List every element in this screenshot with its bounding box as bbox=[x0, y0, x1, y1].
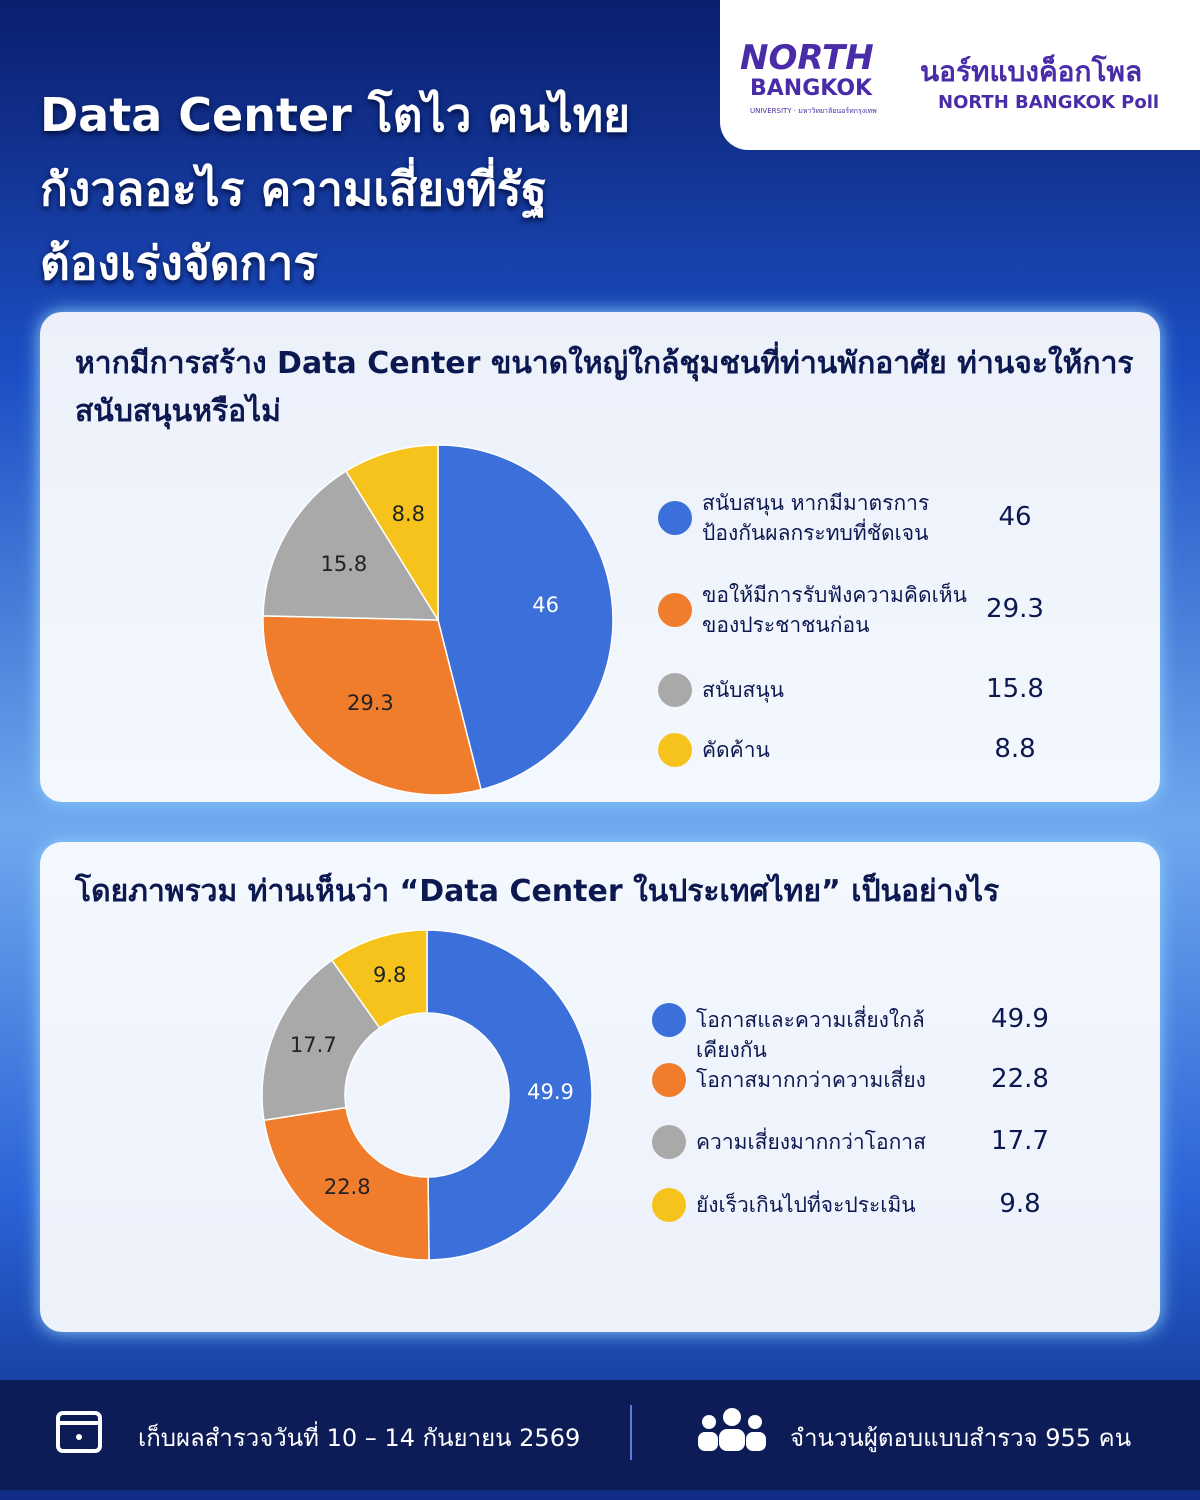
slice-label: 29.3 bbox=[346, 690, 394, 715]
legend-label: ยังเร็วเกินไปที่จะประเมิน bbox=[696, 1193, 916, 1217]
chart-title: โดยภาพรวม ท่านเห็นว่า “Data Center ในประ… bbox=[75, 874, 1000, 909]
legend-value: 17.7 bbox=[991, 1126, 1049, 1156]
legend-label: คัดค้าน bbox=[702, 738, 770, 762]
legend-swatch bbox=[658, 673, 692, 707]
headline-line: กังวลอะไร ความเสี่ยงที่รัฐ bbox=[40, 162, 547, 216]
legend-value: 9.8 bbox=[999, 1189, 1041, 1219]
headline-line: ต้องเร่งจัดการ bbox=[40, 236, 319, 290]
legend-label: สนับสนุน bbox=[702, 678, 785, 702]
slice-label: 8.8 bbox=[391, 501, 426, 526]
slice bbox=[437, 444, 614, 791]
legend-value: 8.8 bbox=[994, 734, 1036, 764]
legend-swatch bbox=[652, 1003, 686, 1037]
slice bbox=[261, 959, 381, 1122]
slice-label: 15.8 bbox=[320, 552, 368, 577]
legend-label: สนับสนุน หากมีมาตรการป้องกันผลกระทบที่ชั… bbox=[702, 491, 930, 545]
logo-text: BANGKOK bbox=[750, 76, 873, 101]
slice bbox=[262, 615, 482, 796]
divider bbox=[630, 1405, 632, 1460]
headline-line: Data Center โตไว คนไทย bbox=[40, 88, 631, 142]
headline: Data Center โตไว คนไทย กังวลอะไร ความเสี… bbox=[40, 78, 630, 300]
legend-label: โอกาสและความเสี่ยงใกล้เคียงกัน bbox=[696, 1008, 925, 1062]
slice bbox=[344, 444, 439, 623]
legend-swatch bbox=[658, 501, 692, 535]
slice bbox=[262, 470, 440, 621]
poll-name: NORTH BANGKOK Poll bbox=[938, 92, 1160, 113]
legend-value: 29.3 bbox=[986, 594, 1044, 624]
legend-swatch bbox=[658, 733, 692, 767]
slice-label: 17.7 bbox=[289, 1032, 337, 1057]
slice-label: 46 bbox=[532, 592, 560, 617]
slice bbox=[330, 929, 428, 1030]
footer bbox=[0, 1380, 1200, 1490]
slice-label: 49.9 bbox=[527, 1080, 574, 1105]
people-icon bbox=[698, 1408, 766, 1451]
chart-title: หากมีการสร้าง Data Center ขนาดใหญ่ใกล้ชุ… bbox=[75, 346, 1134, 429]
respondents: จำนวนผู้ตอบแบบสำรวจ 955 คน bbox=[790, 1424, 1132, 1452]
legend-swatch bbox=[652, 1063, 686, 1097]
survey-date: เก็บผลสำรวจวันที่ 10 – 14 กันยายน 2569 bbox=[138, 1424, 581, 1452]
legend-value: 49.9 bbox=[991, 1004, 1049, 1034]
calendar-icon bbox=[56, 1411, 102, 1453]
logo-text: UNIVERSITY · มหาวิทยาลัยนอร์ทกรุงเทพ bbox=[750, 107, 877, 115]
slice-label: 9.8 bbox=[372, 963, 407, 988]
legend-swatch bbox=[652, 1188, 686, 1222]
poll-name: นอร์ทแบงค็อกโพล bbox=[920, 55, 1143, 88]
slice bbox=[426, 929, 593, 1261]
legend-label: ขอให้มีการรับฟังความคิดเห็นของประชาชนก่อ… bbox=[702, 583, 967, 637]
legend-value: 22.8 bbox=[991, 1064, 1049, 1094]
slice-label: 22.8 bbox=[323, 1175, 371, 1200]
legend-label: ความเสี่ยงมากกว่าโอกาส bbox=[696, 1130, 926, 1154]
logo-box: NORTH BANGKOK UNIVERSITY · มหาวิทยาลัยนอ… bbox=[720, 0, 1200, 150]
logo-text: NORTH bbox=[740, 38, 874, 78]
legend-value: 15.8 bbox=[986, 674, 1044, 704]
legend-label: โอกาสมากกว่าความเสี่ยง bbox=[696, 1068, 926, 1092]
legend-swatch bbox=[658, 593, 692, 627]
slice bbox=[263, 1106, 430, 1261]
legend-swatch bbox=[652, 1125, 686, 1159]
legend-value: 46 bbox=[998, 502, 1032, 532]
panel bbox=[40, 842, 1160, 1332]
